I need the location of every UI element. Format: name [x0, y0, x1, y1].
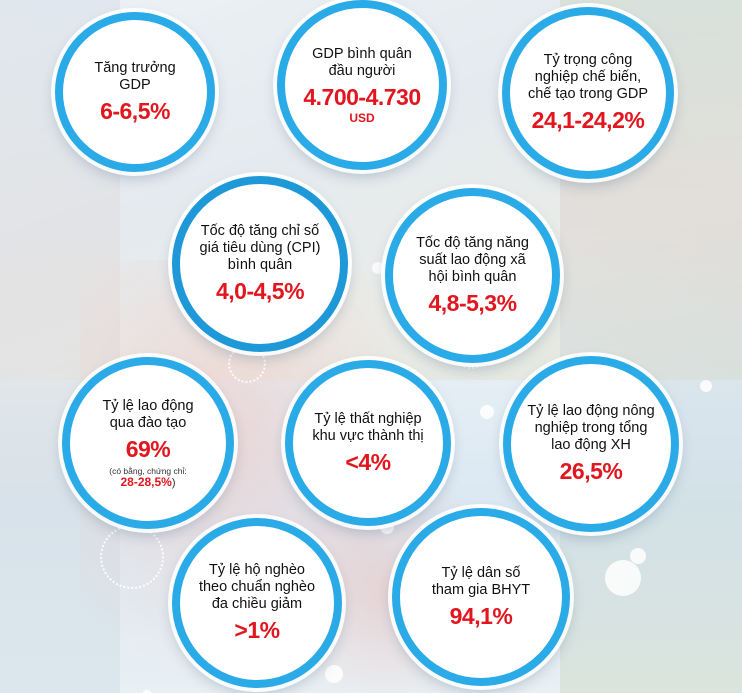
indicator-label: GDP bình quân đầu người [312, 45, 412, 79]
indicator-label: Tốc độ tăng năng suất lao động xã hội bì… [416, 234, 529, 285]
indicator-label: Tỷ lệ lao động qua đào tạo [102, 397, 194, 431]
indicator-gdp-growth: Tăng trưởng GDP 6-6,5% [55, 12, 215, 172]
indicator-label: Tăng trưởng GDP [94, 59, 176, 93]
indicator-health-insurance: Tỷ lệ dân số tham gia BHYT 94,1% [392, 508, 570, 686]
indicator-cpi: Tốc độ tăng chỉ số giá tiêu dùng (CPI) b… [172, 176, 348, 352]
indicator-value: <4% [345, 448, 391, 475]
indicator-unit: USD [349, 110, 375, 125]
indicator-trained-labor: Tỷ lệ lao động qua đào tạo 69% (có bằng,… [62, 357, 234, 529]
indicator-label: Tỷ lệ lao động nông nghiệp trong tổng la… [527, 403, 655, 453]
indicator-value: 6-6,5% [100, 97, 170, 124]
indicator-note-suffix: ) [171, 476, 176, 489]
indicator-poverty: Tỷ lệ hộ nghèo theo chuẩn nghèo đa chiều… [172, 518, 342, 688]
indicator-value: 94,1% [449, 602, 513, 629]
indicator-manufacturing-share: Tỷ trọng công nghiệp chế biến, chế tạo t… [502, 7, 674, 179]
indicator-agri-labor: Tỷ lệ lao động nông nghiệp trong tổng la… [503, 356, 679, 532]
indicator-label: Tỷ trọng công nghiệp chế biến, chế tạo t… [527, 52, 649, 102]
indicator-gdp-per-capita: GDP bình quân đầu người 4.700-4.730 USD [277, 0, 447, 170]
indicator-label: Tốc độ tăng chỉ số giá tiêu dùng (CPI) b… [199, 223, 321, 273]
indicator-note-value: 28-28,5% [120, 474, 172, 489]
indicator-value: 24,1-24,2% [531, 107, 645, 133]
indicator-label: Tỷ lệ dân số tham gia BHYT [431, 564, 531, 598]
indicator-label: Tỷ lệ hộ nghèo theo chuẩn nghèo đa chiều… [198, 562, 316, 612]
indicator-note-prefix: (có bằng, chứng chỉ: [109, 465, 187, 476]
indicator-value: 26,5% [559, 458, 623, 484]
indicator-value: 4.700-4.730 [303, 83, 421, 110]
indicator-labor-productivity: Tốc độ tăng năng suất lao động xã hội bì… [385, 188, 560, 363]
indicator-value: >1% [234, 617, 280, 643]
indicator-unemployment: Tỷ lệ thất nghiệp khu vực thành thị <4% [285, 360, 451, 526]
indicator-value: 4,8-5,3% [428, 289, 517, 316]
indicator-value: 69% [125, 435, 171, 462]
indicator-value: 4,0-4,5% [215, 278, 305, 304]
indicator-label: Tỷ lệ thất nghiệp khu vực thành thị [312, 410, 424, 444]
indicator-note: (có bằng, chứng chỉ: 28-28,5%) [109, 466, 187, 489]
